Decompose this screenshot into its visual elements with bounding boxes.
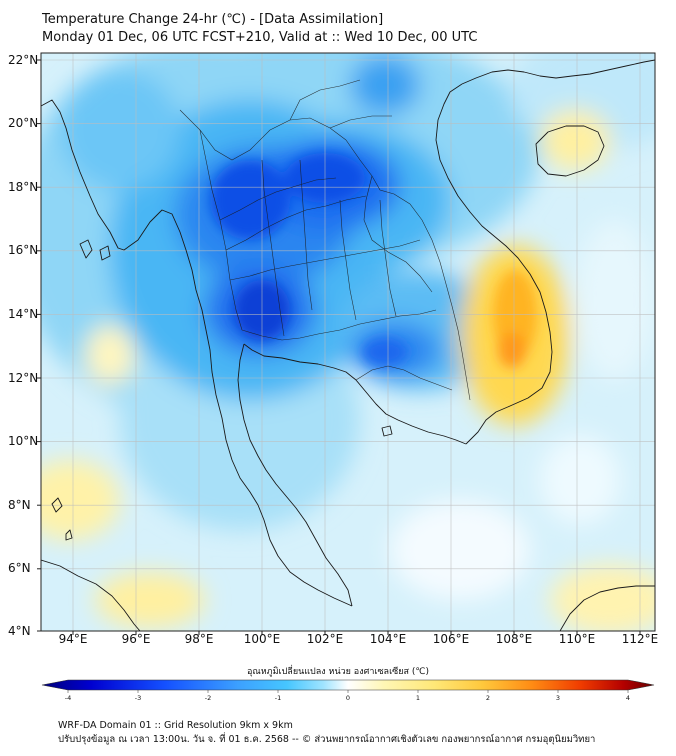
colorbar-tick-label: 4 [625,694,631,702]
colorbar-tick-label: 2 [485,694,491,702]
lat-label: 22°N [8,53,39,67]
lon-label: 104°E [369,632,407,646]
lon-label: 112°E [621,632,659,646]
lat-label: 10°N [8,434,39,448]
colorbar-tick-label: 3 [555,694,561,702]
lat-label: 20°N [8,116,39,130]
temperature-field [41,53,655,631]
colorbar-tick-label: 1 [415,694,421,702]
map-subtitle: Monday 01 Dec, 06 UTC FCST+210, Valid at… [42,30,478,45]
graticule [41,53,655,631]
colorbar-tick-label: -4 [64,694,72,702]
model-info: WRF-DA Domain 01 :: Grid Resolution 9km … [58,720,293,731]
map-frame [40,52,656,632]
colorbar-tick-label: -1 [274,694,282,702]
colorbar-title: อุณหภูมิเปลี่ยนแปลง หน่วย องศาเซลเซียส (… [246,667,430,677]
provincial-borders [179,79,471,401]
lat-label: 12°N [8,371,39,385]
lon-label: 108°E [495,632,533,646]
lon-label: 110°E [558,632,596,646]
coastlines [41,59,655,631]
lon-label: 94°E [58,632,88,646]
map-title: Temperature Change 24-hr (℃) - [Data Ass… [42,12,384,27]
lon-label: 96°E [121,632,151,646]
lat-label: 16°N [8,243,39,257]
lon-label: 100°E [243,632,281,646]
lon-label: 102°E [306,632,344,646]
colorbar-tick-label: -3 [134,694,142,702]
lon-label: 98°E [184,632,214,646]
lat-label: 14°N [8,307,39,321]
lon-label: 106°E [432,632,470,646]
colorbar-tick-label: 0 [345,694,351,702]
colorbar-tick-label: -2 [204,694,212,702]
lat-label: 4°N [8,624,31,638]
temperature-change-map [37,52,656,635]
lat-label: 8°N [8,498,31,512]
axis-ticks [37,59,641,635]
lat-label: 18°N [8,180,39,194]
update-credit: ปรับปรุงข้อมูล ณ เวลา 13:00น. วัน จ. ที่… [58,734,596,745]
lat-label: 6°N [8,561,31,575]
